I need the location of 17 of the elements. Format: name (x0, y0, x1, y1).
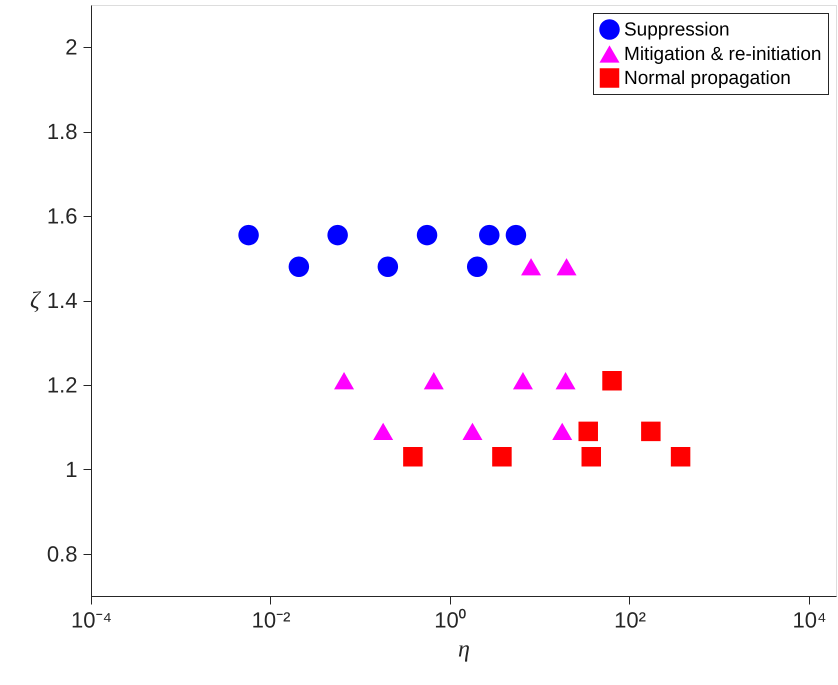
legend-label: Suppression (624, 20, 730, 40)
y-tick-label: 2 (65, 34, 78, 60)
y-axis-title: ζ (30, 288, 42, 314)
x-tick-label: 10⁻⁴ (71, 608, 112, 632)
x-tick-label: 10⁻² (252, 608, 290, 632)
y-tick-label: 0.8 (46, 541, 78, 566)
x-axis-title: η (458, 636, 470, 662)
x-tick-label: 10⁴ (792, 608, 826, 632)
x-tick-label: 10² (614, 608, 646, 632)
legend-label: Normal propagation (624, 68, 791, 89)
y-tick-label: 1.8 (46, 119, 78, 144)
y-tick-label: 1.6 (46, 204, 78, 229)
y-tick-label: 1.2 (46, 372, 78, 398)
y-tick-label: 1 (65, 456, 78, 482)
x-tick-label: 10⁰ (434, 608, 467, 632)
y-tick-label: 1.4 (46, 288, 78, 313)
legend-label: Mitigation & re-initiation (624, 44, 822, 65)
